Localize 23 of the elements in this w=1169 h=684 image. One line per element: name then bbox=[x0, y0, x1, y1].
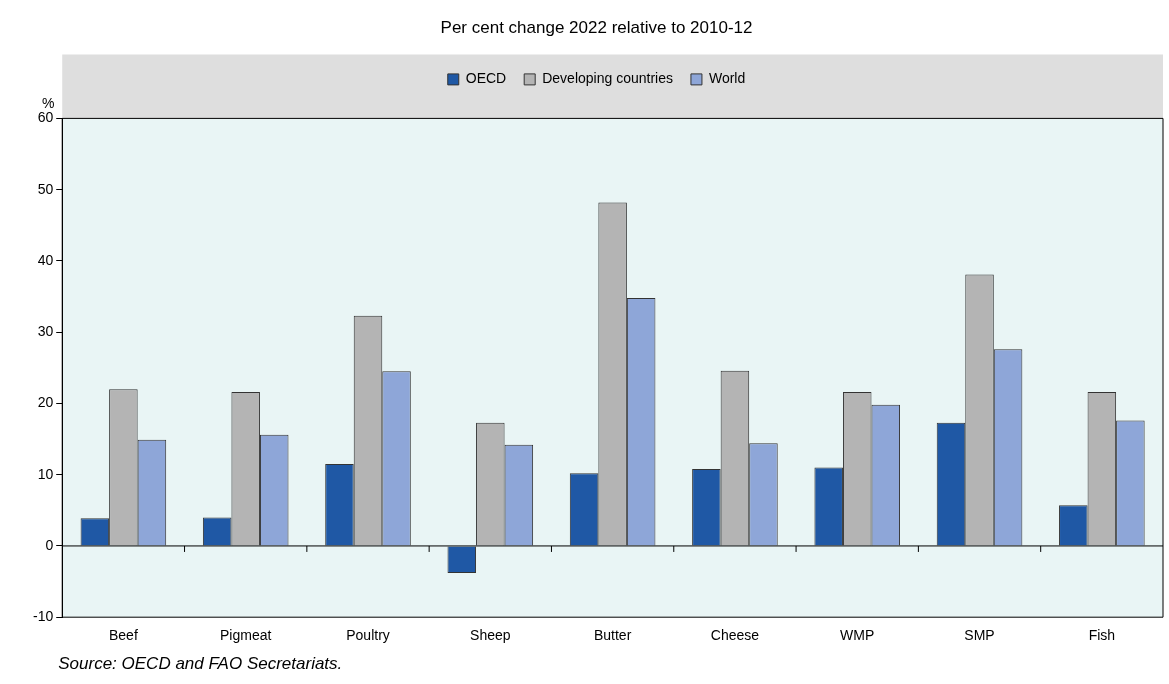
chart-title: Per cent change 2022 relative to 2010-12 bbox=[440, 17, 753, 37]
y-tick-label: 0 bbox=[45, 536, 54, 553]
x-tick-label: Sheep bbox=[470, 627, 511, 644]
y-tick-label: 20 bbox=[37, 394, 54, 411]
x-tick-label: Fish bbox=[1088, 627, 1116, 644]
x-tick-label: Cheese bbox=[710, 627, 760, 644]
y-tick-label: 30 bbox=[37, 323, 54, 340]
y-tick-label: 10 bbox=[37, 465, 54, 482]
source-note: Source: OECD and FAO Secretariats. bbox=[58, 653, 343, 673]
x-tick-label: Pigmeat bbox=[220, 627, 272, 644]
legend-label: Developing countries bbox=[542, 70, 673, 87]
y-tick-label: -10 bbox=[33, 608, 54, 625]
x-tick-label: SMP bbox=[964, 627, 995, 644]
x-tick-label: Poultry bbox=[346, 627, 390, 644]
y-tick-label: 50 bbox=[37, 180, 54, 197]
x-tick-label: WMP bbox=[840, 627, 875, 644]
x-tick-label: Butter bbox=[593, 627, 632, 644]
y-axis-title: % bbox=[42, 95, 55, 112]
x-tick-label: Beef bbox=[108, 627, 138, 644]
legend-label: OECD bbox=[465, 70, 507, 87]
y-tick-label: 40 bbox=[37, 251, 54, 268]
legend-label: World bbox=[708, 70, 746, 87]
y-tick-label: 60 bbox=[37, 109, 54, 126]
